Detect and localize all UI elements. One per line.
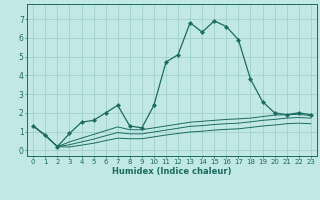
X-axis label: Humidex (Indice chaleur): Humidex (Indice chaleur) <box>112 167 232 176</box>
